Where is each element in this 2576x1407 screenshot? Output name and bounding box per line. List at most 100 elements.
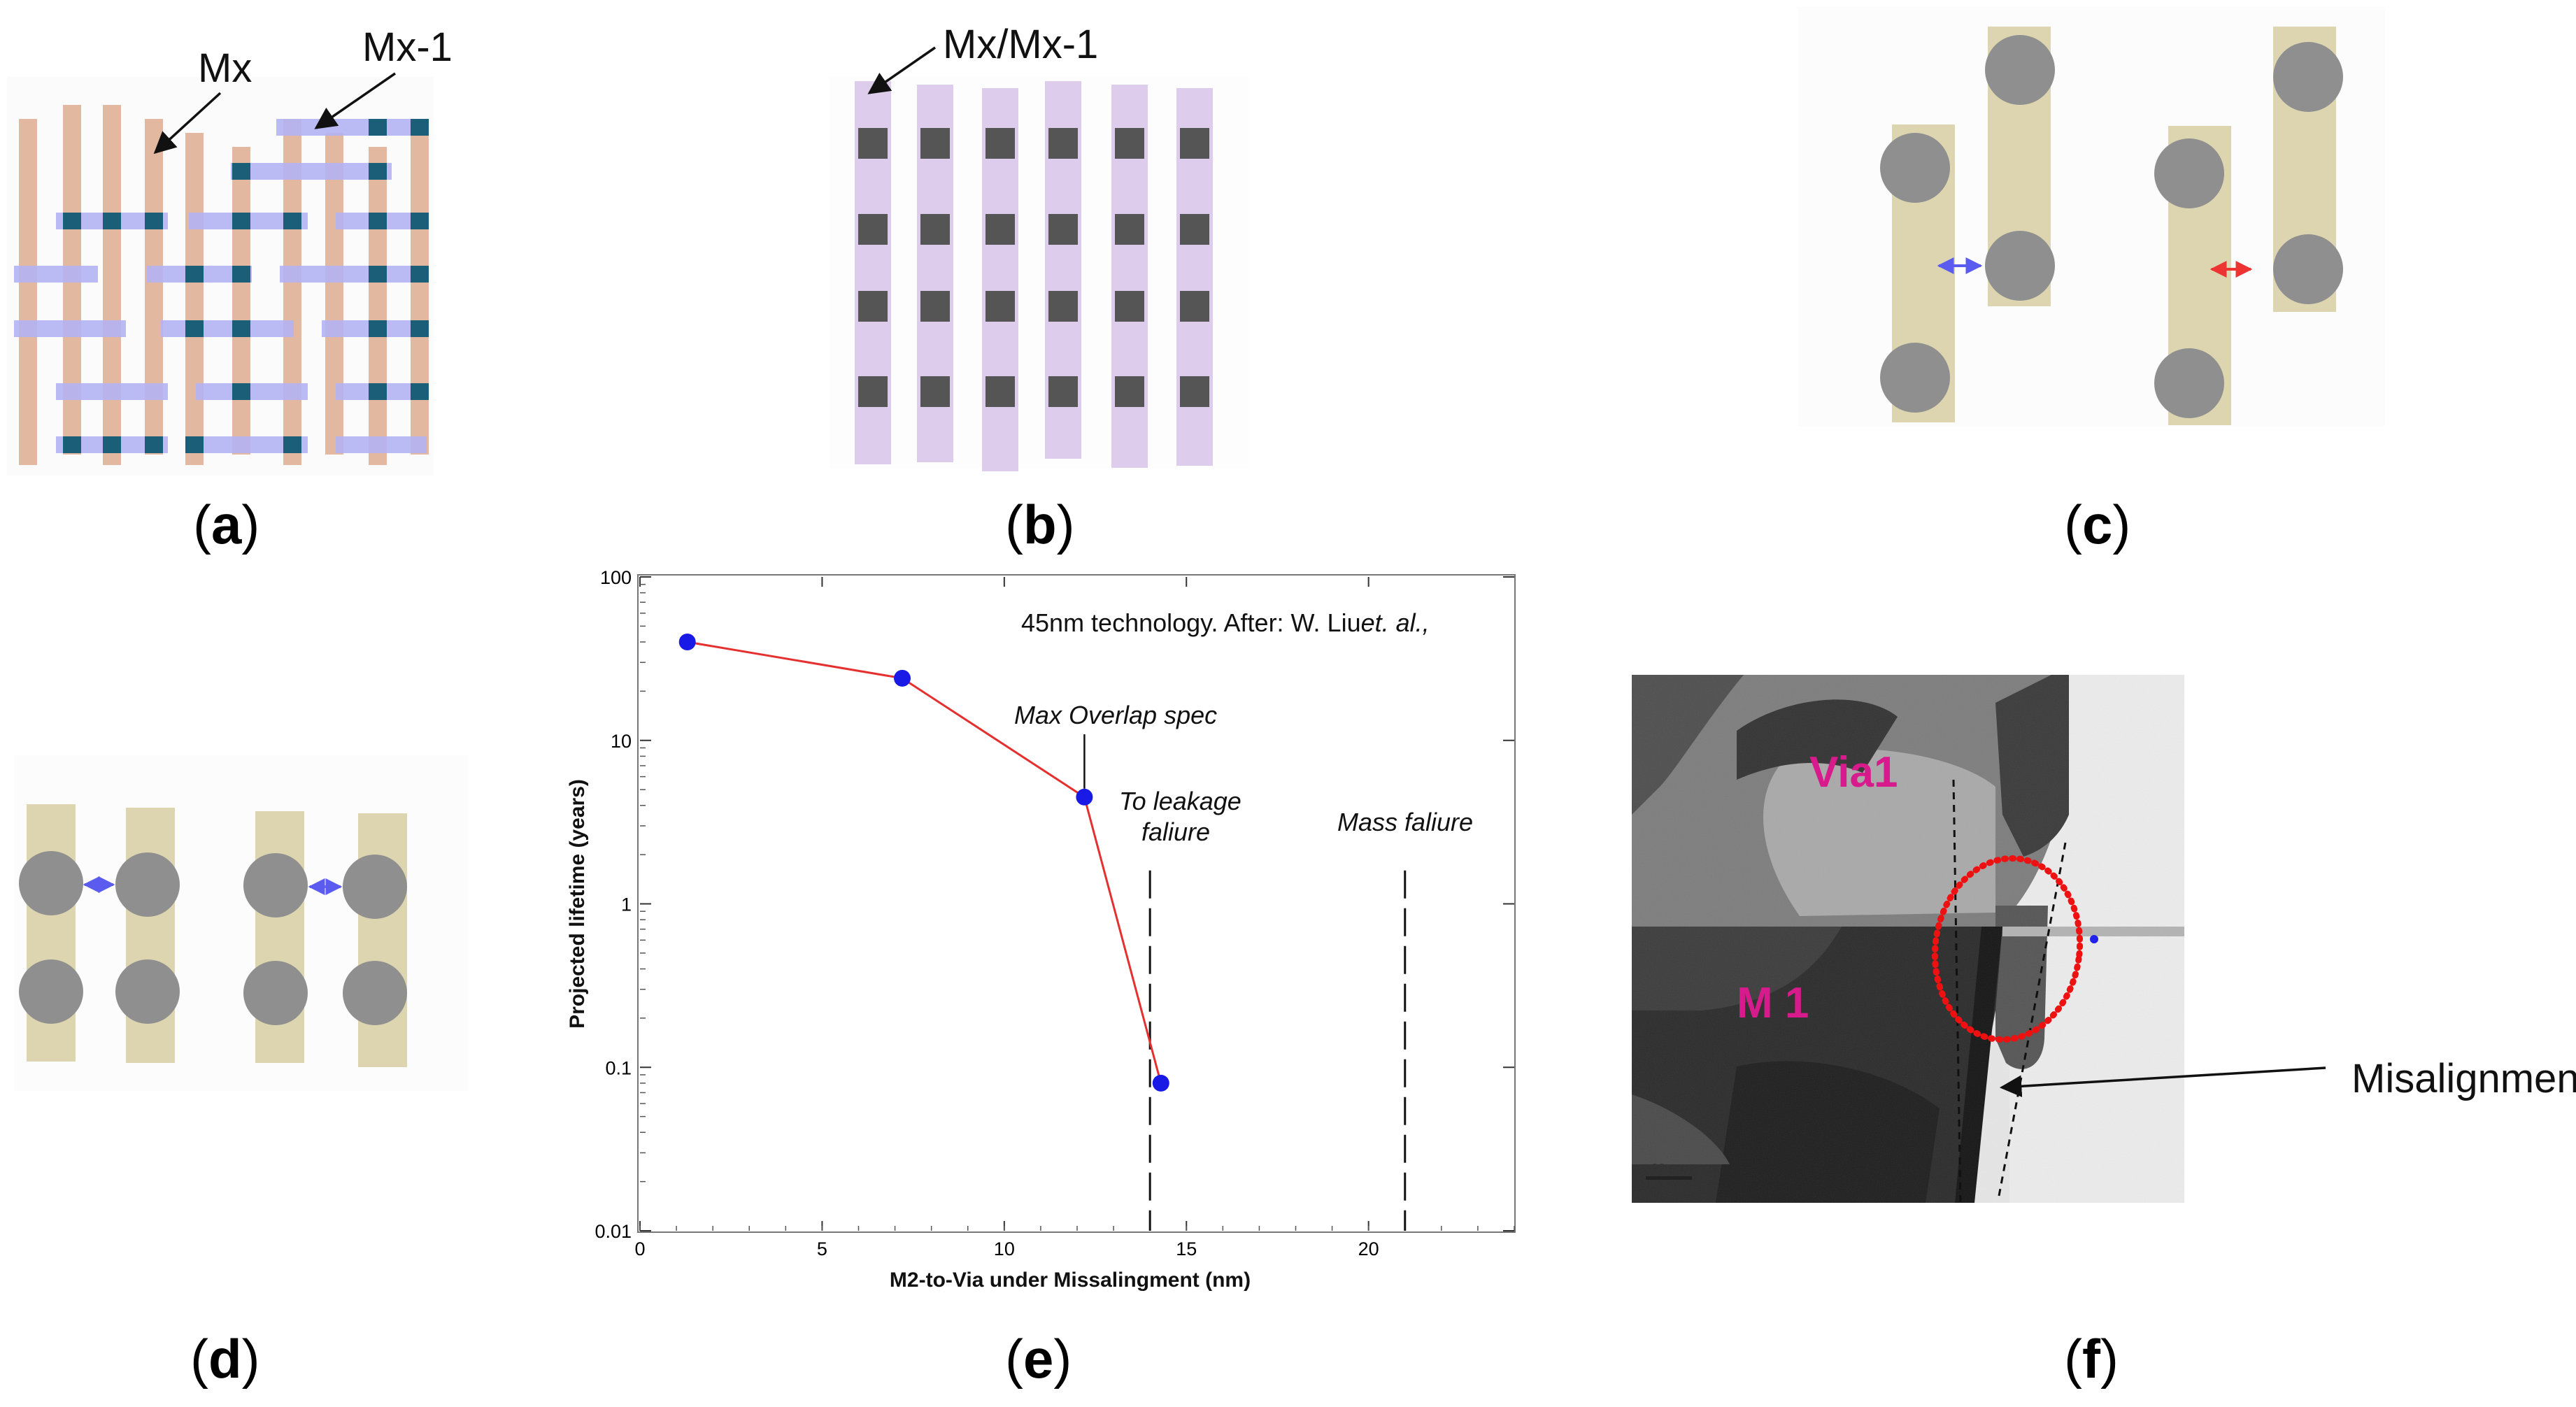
x-tick-label: 15 — [1176, 1238, 1197, 1259]
via-c1 — [1880, 133, 1950, 203]
via-square — [920, 291, 950, 322]
mx1-label: Mx-1 — [362, 24, 453, 70]
via-square — [1180, 214, 1209, 245]
misalignment-ellipse — [1931, 855, 2084, 1043]
mx1-line — [336, 436, 427, 453]
via-square — [103, 213, 121, 229]
via-d3 — [243, 853, 308, 917]
via-square — [1048, 291, 1078, 322]
mx-label: Mx — [198, 45, 252, 91]
via-square — [145, 436, 163, 453]
caption-a: (a) — [193, 494, 259, 555]
guide-line-right — [1998, 842, 2067, 1197]
via-square — [232, 383, 250, 400]
via-square — [185, 320, 204, 337]
series-line — [687, 641, 1162, 1084]
misalignment-label: Misalignment — [2351, 1056, 2576, 1101]
mx1-line — [56, 383, 168, 400]
via-square — [985, 128, 1015, 159]
via-square — [1115, 128, 1144, 159]
via-c5 — [2154, 138, 2224, 208]
via-square — [1180, 291, 1209, 322]
via-square — [103, 436, 121, 453]
x-tick-label: 10 — [994, 1238, 1015, 1259]
panel-a: Mx Mx-1 (a) — [7, 24, 453, 555]
via-square — [920, 376, 950, 407]
interconnect-grid — [14, 105, 429, 465]
via-d8 — [343, 961, 407, 1025]
mx1-line — [14, 320, 126, 337]
max-overlap-label: Max Overlap spec — [1014, 701, 1217, 729]
via-square — [185, 266, 204, 283]
via-c2 — [1880, 343, 1950, 413]
via-d7 — [243, 961, 308, 1025]
mx-line — [185, 133, 204, 465]
via-d4 — [343, 855, 407, 919]
leakage-label-line1: To leakage — [1119, 787, 1241, 815]
x-tick-label: 5 — [817, 1238, 827, 1259]
via-square — [411, 213, 429, 229]
via-square — [985, 376, 1015, 407]
via-square — [369, 213, 387, 229]
data-point — [1152, 1074, 1169, 1092]
via-square — [920, 128, 950, 159]
caption-f: (f) — [2064, 1328, 2119, 1390]
caption-d: (d) — [190, 1328, 260, 1390]
y-tick-label: 100 — [600, 567, 632, 588]
via-square — [283, 436, 301, 453]
via-d5 — [19, 959, 83, 1024]
caption-c: (c) — [2064, 494, 2130, 555]
tem-image: Via1 M 1 20 nm — [1632, 675, 2184, 1203]
via-d2 — [115, 852, 180, 917]
y-axis-title: Projected lifetime (years) — [566, 779, 589, 1029]
via-c7 — [2273, 42, 2343, 112]
via-square — [369, 320, 387, 337]
x-axis-title: M2-to-Via under Missalingment (nm) — [890, 1269, 1251, 1292]
mx1-line — [231, 163, 392, 180]
mx1-line — [276, 119, 427, 136]
via1-label: Via1 — [1809, 748, 1898, 797]
scale-bar — [1646, 1176, 1692, 1180]
guide-line-left — [1952, 779, 1962, 1203]
via-d1 — [19, 851, 83, 915]
mx1-line — [196, 383, 308, 400]
line-d4 — [358, 813, 407, 1067]
panel-f: Via1 M 1 20 nm Misalignment (f) — [1632, 675, 2576, 1390]
via-square — [232, 266, 250, 283]
mx1-line — [14, 266, 98, 283]
m1-label: M 1 — [1737, 979, 1809, 1027]
chart-frame — [637, 574, 1516, 1233]
line-d2 — [126, 808, 175, 1063]
via-square — [858, 376, 888, 407]
via-square — [1048, 128, 1078, 159]
via-square — [232, 320, 250, 337]
scale-label: 20 nm — [1651, 1162, 1686, 1176]
y-tick-label: 0.1 — [605, 1057, 632, 1078]
mx-mx1-label: Mx/Mx-1 — [943, 22, 1098, 67]
mx-line — [145, 119, 163, 455]
via-square — [283, 213, 301, 229]
mass-failure-label: Mass faliure — [1337, 808, 1473, 836]
mx1-line — [280, 266, 427, 283]
via-square — [1115, 214, 1144, 245]
via-square — [858, 128, 888, 159]
via-square — [858, 214, 888, 245]
panel-c: (c) — [1798, 7, 2385, 555]
via-square — [1115, 376, 1144, 407]
data-point — [678, 634, 696, 651]
via-square — [369, 163, 387, 180]
mx-line — [369, 147, 387, 465]
via-square — [411, 383, 429, 400]
via-square — [232, 163, 250, 180]
panel-e: 0 5 10 15 20 0.01 0.1 1 10 100 M2-to-Via under Mis… — [566, 567, 1516, 1390]
mx-line — [411, 119, 429, 455]
caption-e: (e) — [1005, 1328, 1072, 1390]
panel-d: (d) — [14, 755, 469, 1390]
via-c8 — [2273, 234, 2343, 304]
data-point — [894, 669, 911, 687]
via-square — [411, 266, 429, 283]
via-square — [920, 214, 950, 245]
via-square — [1180, 376, 1209, 407]
via-c4 — [1985, 231, 2055, 301]
mx-line — [325, 133, 343, 455]
